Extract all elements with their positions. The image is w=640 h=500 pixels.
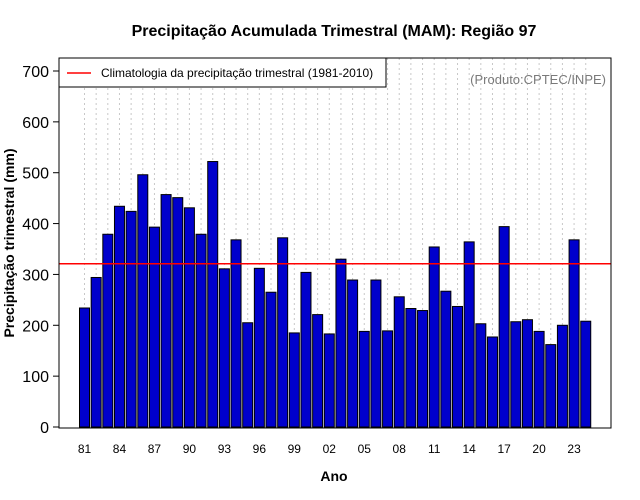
x-tick-label: 17: [497, 442, 511, 456]
y-tick-label: 400: [22, 217, 49, 234]
x-tick-label: 20: [532, 442, 546, 456]
y-tick-label: 300: [22, 267, 49, 284]
bar-1989: [172, 197, 184, 428]
bar-2010: [417, 310, 429, 428]
bar-2011: [428, 246, 440, 428]
bar-1991: [195, 233, 207, 428]
bar-2018: [510, 321, 522, 428]
bar-2013: [452, 305, 464, 428]
bar-2003: [335, 258, 347, 428]
bar-1998: [277, 237, 289, 428]
y-tick-label: 600: [22, 115, 49, 132]
y-axis-title: Precipitação trimestral (mm): [1, 148, 17, 337]
credit-text: (Produto:CPTEC/INPE): [470, 72, 606, 87]
x-tick-label: 87: [148, 442, 162, 456]
x-axis-title: Ano: [320, 468, 347, 484]
bar-2019: [521, 319, 533, 428]
bar-1990: [183, 207, 195, 428]
bar-2015: [475, 323, 487, 428]
bar-1997: [265, 291, 277, 428]
y-tick-label: 0: [40, 420, 49, 437]
x-tick-label: 11: [428, 442, 441, 456]
x-tick-label: 81: [78, 442, 92, 456]
chart-title: Precipitação Acumulada Trimestral (MAM):…: [132, 23, 537, 40]
bar-1995: [242, 322, 254, 428]
bar-1983: [102, 233, 114, 428]
bar-2005: [358, 330, 370, 428]
bar-1996: [253, 267, 265, 428]
bar-2006: [370, 279, 382, 428]
bar-2012: [440, 290, 452, 428]
bars: [79, 161, 592, 428]
bar-2023: [568, 239, 580, 428]
bar-2001: [312, 314, 324, 428]
legend-box: [58, 57, 387, 88]
bar-1986: [137, 174, 149, 428]
y-axis: 0 100 200 300 400 500 600 700: [22, 64, 59, 437]
y-tick-label: 200: [22, 318, 49, 335]
bar-1988: [160, 194, 172, 428]
bar-2002: [323, 333, 335, 428]
legend: Climatologia da precipitação trimestral …: [58, 57, 387, 88]
y-tick-label: 700: [22, 64, 49, 81]
x-tick-label: 99: [288, 442, 302, 456]
bar-1992: [207, 161, 219, 428]
bar-2000: [300, 271, 312, 428]
x-tick-label: 84: [113, 442, 127, 456]
bar-2009: [405, 308, 417, 428]
bar-1981: [79, 307, 90, 428]
bar-1982: [90, 276, 102, 428]
bar-1985: [125, 210, 137, 428]
bar-2022: [556, 324, 568, 428]
bar-1984: [113, 205, 125, 428]
x-tick-label: 96: [253, 442, 267, 456]
x-tick-label: 23: [567, 442, 581, 456]
x-tick-label: 02: [323, 442, 337, 456]
y-tick-label: 500: [22, 166, 49, 183]
y-tick-label: 100: [22, 369, 49, 386]
bar-1993: [218, 268, 230, 428]
x-tick-label: 08: [393, 442, 407, 456]
bar-1994: [230, 239, 242, 428]
bar-1999: [288, 332, 300, 428]
x-tick-label: 90: [183, 442, 197, 456]
bar-2014: [463, 241, 475, 428]
x-tick-label: 93: [218, 442, 232, 456]
x-axis: 81 84 87 90 93 96 99 02 05 08 11 14 17 20 23: [78, 442, 581, 456]
x-tick-label: 05: [358, 442, 372, 456]
bar-2016: [486, 336, 498, 428]
bar-2021: [545, 344, 557, 428]
bar-2007: [382, 330, 394, 428]
legend-label: Climatologia da precipitação trimestral …: [101, 66, 373, 80]
bar-2008: [393, 296, 405, 428]
bar-2024: [580, 320, 592, 428]
bar-2004: [347, 279, 359, 428]
bar-2017: [498, 226, 510, 428]
x-tick-label: 14: [462, 442, 476, 456]
bar-1987: [148, 226, 160, 428]
bar-2020: [533, 330, 545, 428]
